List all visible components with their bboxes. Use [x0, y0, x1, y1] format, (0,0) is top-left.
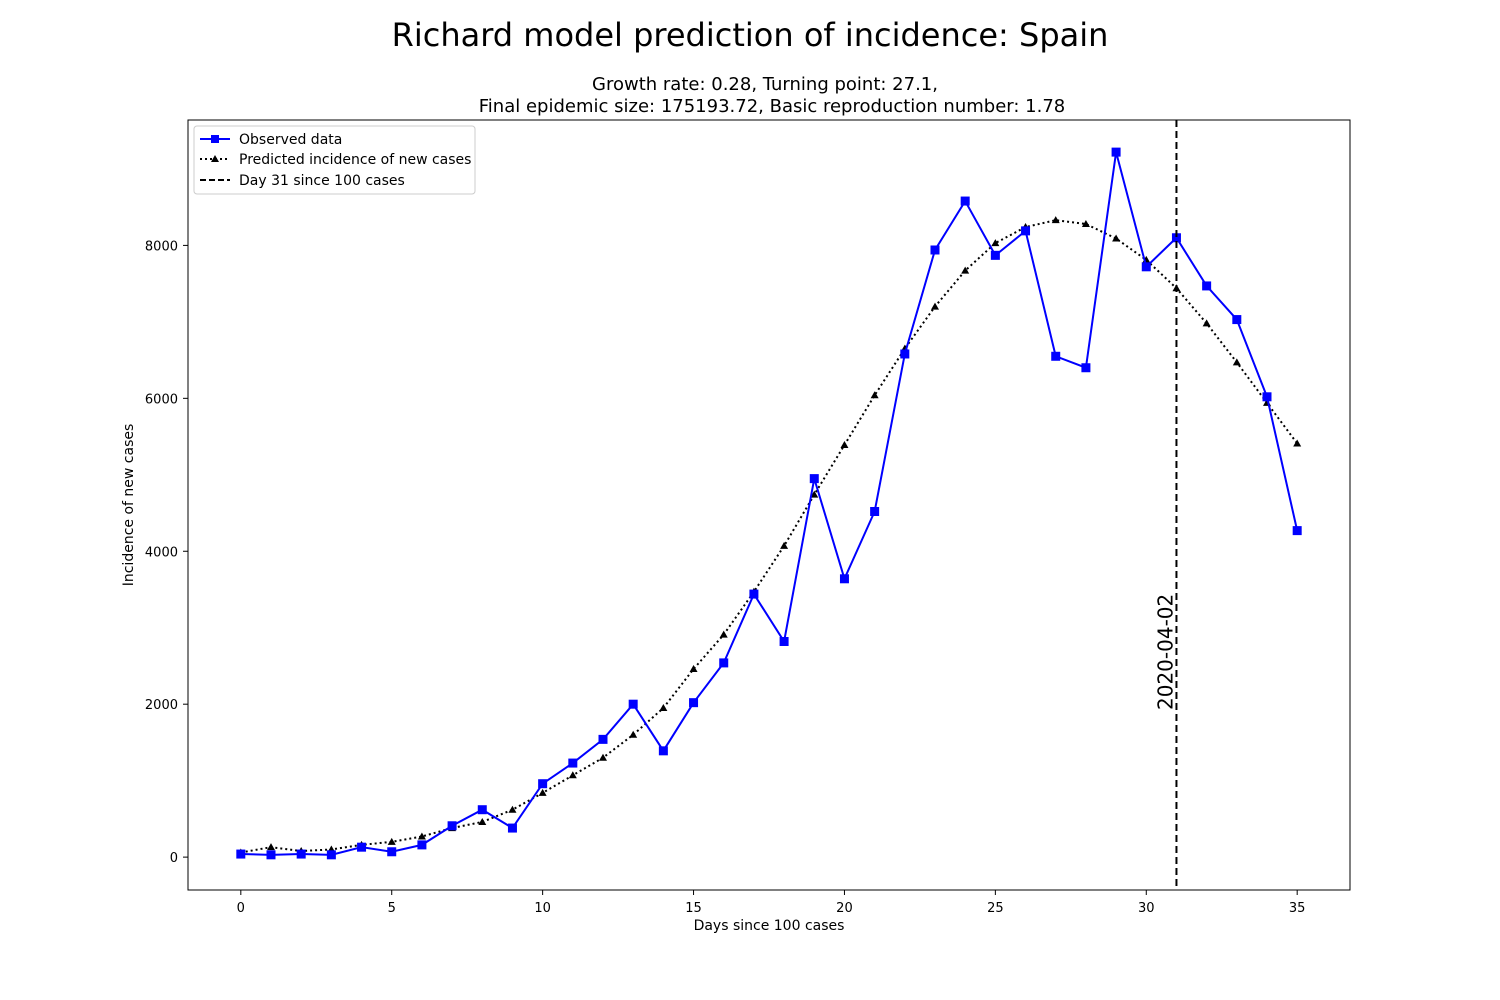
chart-subtitle-line-2: Final epidemic size: 175193.72, Basic re… — [479, 96, 1065, 117]
series-line-predicted — [240, 219, 1298, 854]
plot-area: 2020-04-02 — [236, 120, 1302, 890]
y-tick-label: 6000 — [145, 392, 178, 407]
observed-point — [447, 821, 457, 831]
observed-point — [870, 506, 880, 516]
observed-point — [930, 245, 940, 255]
vertical-marker-label: 2020-04-02 — [1153, 594, 1177, 710]
chart-title: Richard model prediction of incidence: S… — [392, 16, 1109, 54]
legend-label-vline: Day 31 since 100 cases — [239, 173, 405, 189]
predicted-point — [1202, 319, 1211, 327]
observed-point — [417, 840, 427, 850]
observed-point — [1081, 363, 1091, 373]
y-tick-label: 2000 — [145, 698, 178, 713]
series-line-observed — [240, 151, 1299, 856]
predicted-point — [1112, 234, 1121, 242]
observed-point — [477, 805, 487, 815]
x-axis-label: Days since 100 cases — [694, 918, 845, 934]
observed-point — [779, 636, 789, 646]
x-tick-label: 35 — [1289, 901, 1306, 916]
y-tick-label: 8000 — [145, 239, 178, 254]
predicted-point — [1081, 219, 1090, 227]
predicted-point — [538, 788, 547, 796]
observed-point — [1021, 226, 1031, 236]
legend-item-predicted: Predicted incidence of new cases — [200, 152, 471, 168]
x-tick-label: 15 — [685, 901, 702, 916]
observed-point — [598, 734, 608, 744]
observed-point — [839, 574, 849, 584]
x-tick-label: 20 — [836, 901, 853, 916]
observed-point — [1232, 315, 1242, 325]
observed-point — [1141, 262, 1151, 272]
observed-point — [568, 758, 578, 768]
predicted-point — [810, 490, 819, 498]
observed-point — [628, 699, 638, 709]
observed-point — [1292, 526, 1302, 536]
x-tick-label: 10 — [534, 901, 551, 916]
predicted-point — [267, 843, 275, 851]
observed-point — [1111, 147, 1121, 157]
predicted-point — [1293, 439, 1302, 447]
predicted-point — [870, 391, 879, 399]
predicted-point — [417, 832, 426, 840]
observed-point — [266, 850, 276, 860]
observed-point — [658, 746, 668, 756]
observed-point — [387, 847, 397, 857]
y-tick-label: 4000 — [145, 545, 178, 560]
x-tick-label: 25 — [987, 901, 1004, 916]
predicted-point — [840, 440, 849, 448]
y-axis-label: Incidence of new cases — [121, 424, 137, 587]
predicted-point — [780, 541, 789, 549]
predicted-point — [961, 266, 970, 274]
observed-point — [990, 250, 1000, 260]
observed-point — [357, 842, 367, 852]
legend-marker-triangle-icon — [211, 155, 219, 162]
x-tick-label: 0 — [237, 901, 245, 916]
x-tick-label: 5 — [388, 901, 396, 916]
predicted-point — [568, 771, 577, 779]
predicted-point — [689, 665, 698, 673]
observed-point — [809, 474, 819, 484]
predicted-point — [508, 805, 517, 813]
observed-point — [1262, 392, 1272, 402]
x-tick-label: 30 — [1138, 901, 1155, 916]
plot-frame — [187, 119, 1351, 891]
legend-box — [193, 125, 476, 195]
observed-point — [900, 349, 910, 359]
predicted-point — [1232, 358, 1241, 366]
observed-point — [236, 849, 246, 859]
observed-point — [326, 850, 336, 860]
predicted-point — [931, 302, 939, 310]
y-axis: 0 2000 4000 6000 8000 — [145, 239, 188, 866]
legend-item-vline: Day 31 since 100 cases — [200, 173, 405, 189]
predicted-point — [387, 837, 396, 845]
chart-subtitle-line-1: Growth rate: 0.28, Turning point: 27.1, — [592, 74, 938, 95]
predicted-point — [1051, 216, 1060, 224]
observed-point — [749, 589, 759, 599]
observed-point — [719, 658, 729, 668]
legend-label-observed: Observed data — [239, 132, 342, 148]
predicted-point — [659, 704, 668, 712]
observed-point — [1202, 281, 1212, 291]
legend-item-observed: Observed data — [200, 132, 342, 148]
x-axis: 0 5 10 15 20 25 30 35 — [237, 890, 1306, 916]
y-tick-label: 0 — [170, 851, 178, 866]
observed-point — [296, 849, 306, 859]
predicted-point — [599, 753, 607, 761]
predicted-point — [719, 630, 728, 638]
predicted-point — [991, 239, 1000, 247]
observed-point — [1171, 233, 1181, 243]
legend-marker-square-icon — [211, 135, 219, 143]
observed-point — [507, 823, 517, 833]
observed-point — [960, 196, 970, 206]
observed-point — [1051, 351, 1061, 361]
predicted-point — [629, 730, 638, 738]
observed-point — [538, 779, 548, 789]
observed-point — [689, 698, 699, 708]
predicted-point — [478, 817, 487, 825]
legend: Observed data Predicted incidence of new… — [193, 125, 476, 195]
legend-label-predicted: Predicted incidence of new cases — [239, 152, 471, 168]
